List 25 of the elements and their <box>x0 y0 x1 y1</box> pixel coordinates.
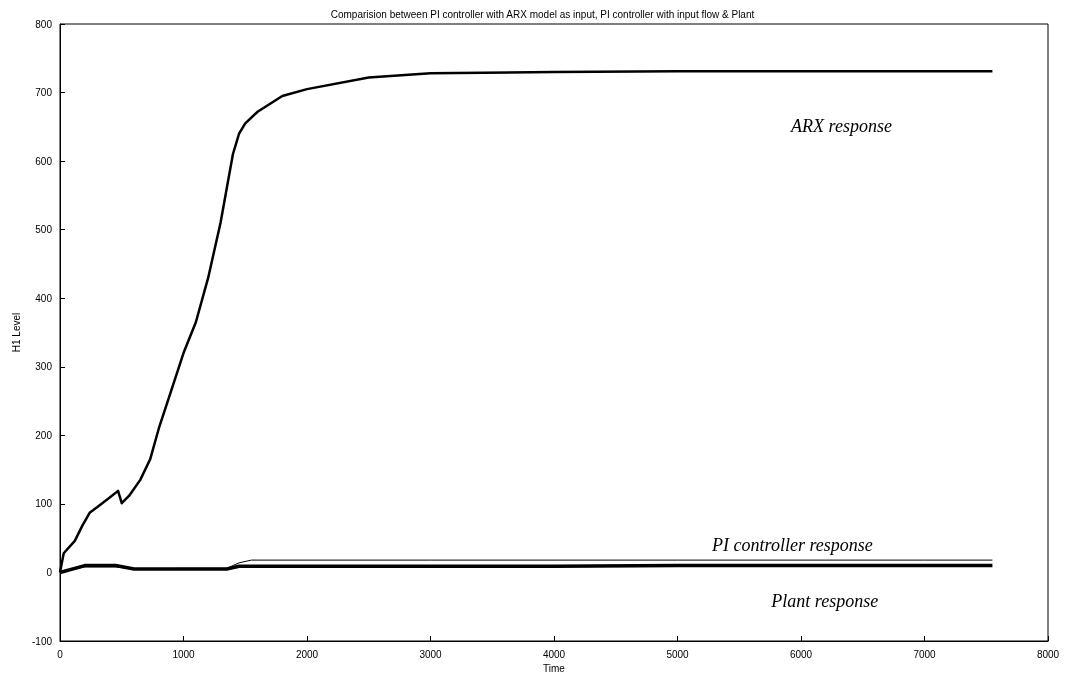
series-label: Plant response <box>770 590 879 611</box>
x-tick-label: 3000 <box>419 648 443 660</box>
y-tick-label: 300 <box>35 361 53 373</box>
y-tick-label: 700 <box>35 87 53 99</box>
x-tick-label: 2000 <box>295 648 319 660</box>
y-tick-label: 500 <box>35 224 53 236</box>
y-tick-label: 0 <box>46 566 53 578</box>
y-tick-label: 400 <box>35 292 53 304</box>
y-tick-label: -100 <box>31 635 53 647</box>
series-label: PI controller response <box>711 535 873 556</box>
y-tick-label: 200 <box>35 429 53 441</box>
x-tick-label: 0 <box>57 648 64 660</box>
x-tick-label: 7000 <box>913 648 937 660</box>
x-tick-label: 8000 <box>1036 648 1060 660</box>
x-tick-label: 1000 <box>172 648 196 660</box>
x-tick-label: 6000 <box>789 648 813 660</box>
text: ARX response <box>790 115 892 136</box>
y-tick-label: 100 <box>35 498 53 510</box>
x-tick-label: 5000 <box>666 648 690 660</box>
x-tick-label: 4000 <box>542 648 566 660</box>
x-axis-title: Time <box>543 663 566 675</box>
y-tick-label: 800 <box>35 18 53 30</box>
chart-title: Comparision between PI controller with ARX model as input, PI controller with input flow & Plant <box>330 8 755 20</box>
y-axis-title: H1 Level <box>10 312 22 353</box>
y-tick-label: 600 <box>35 155 53 167</box>
